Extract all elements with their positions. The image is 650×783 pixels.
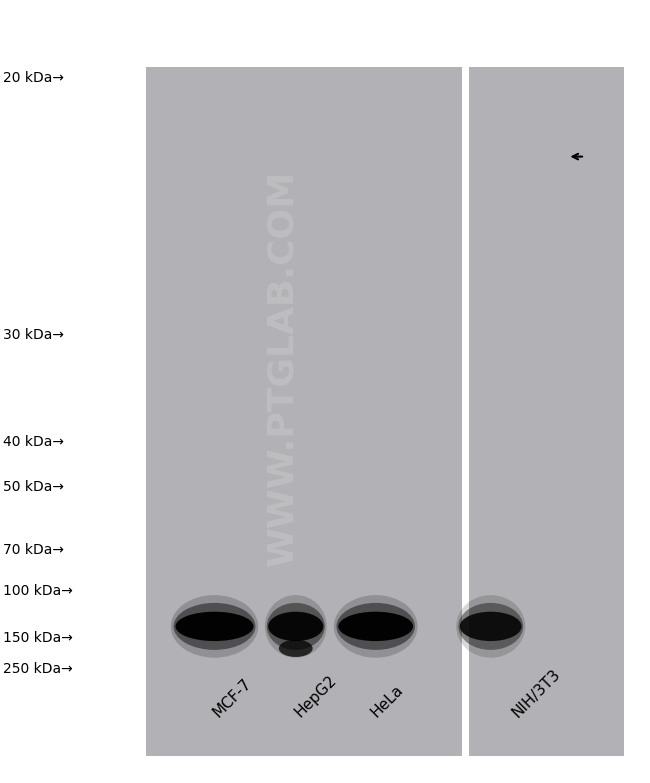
Ellipse shape [460,612,521,641]
Text: 100 kDa→: 100 kDa→ [3,584,73,598]
Text: 20 kDa→: 20 kDa→ [3,71,64,85]
Ellipse shape [174,603,255,650]
Text: 40 kDa→: 40 kDa→ [3,435,64,449]
Text: 150 kDa→: 150 kDa→ [3,631,73,645]
Ellipse shape [265,595,327,658]
Ellipse shape [338,612,413,641]
Text: 50 kDa→: 50 kDa→ [3,480,64,494]
Text: 70 kDa→: 70 kDa→ [3,543,64,557]
Ellipse shape [334,595,417,658]
Bar [469,67,624,756]
Text: HepG2: HepG2 [292,673,339,720]
Ellipse shape [266,603,325,650]
Bar [146,67,462,756]
Ellipse shape [337,603,415,650]
Ellipse shape [171,595,258,658]
Text: 30 kDa→: 30 kDa→ [3,328,64,342]
Ellipse shape [176,612,254,641]
Text: WWW.PTGLAB.COM: WWW.PTGLAB.COM [266,170,300,566]
Text: 250 kDa→: 250 kDa→ [3,662,73,677]
Ellipse shape [456,595,525,658]
Text: HeLa: HeLa [369,682,406,720]
Text: NIH/3T3: NIH/3T3 [510,666,564,720]
Ellipse shape [279,640,313,657]
Ellipse shape [458,603,523,650]
Text: MCF-7: MCF-7 [211,676,255,720]
Ellipse shape [268,612,324,641]
